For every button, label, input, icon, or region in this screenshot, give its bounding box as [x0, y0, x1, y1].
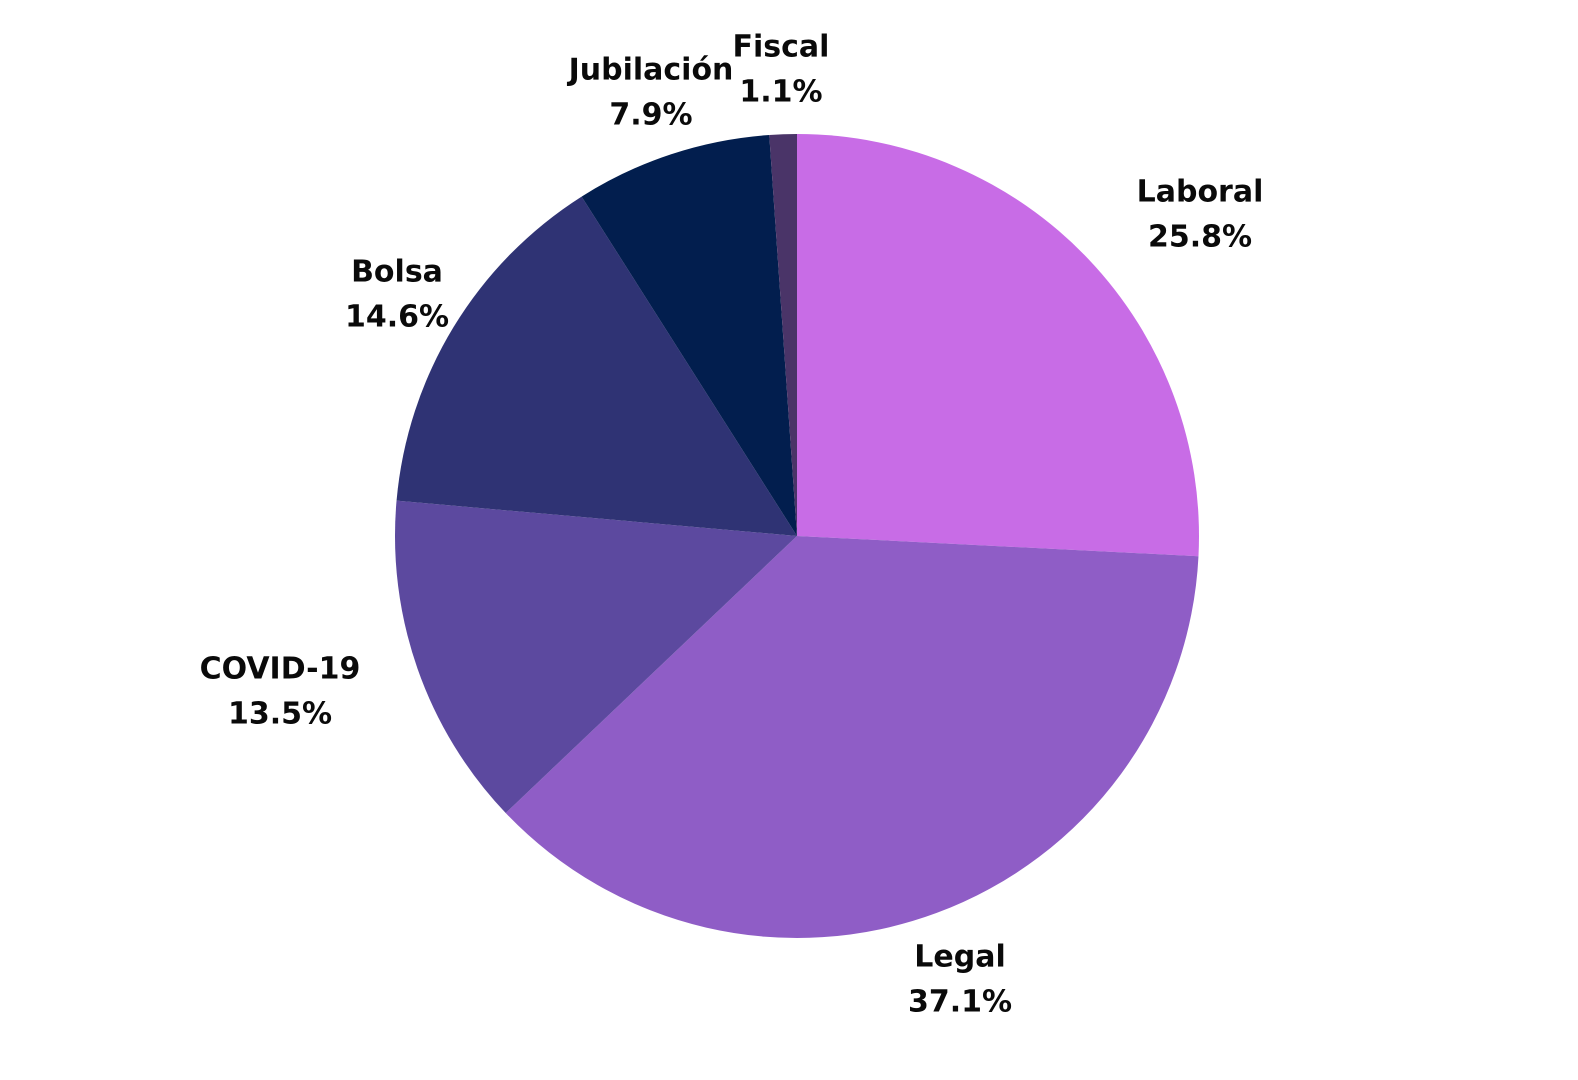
- slice-label-legal: Legal: [914, 940, 1005, 975]
- slice-value-bolsa: 14.6%: [345, 300, 449, 335]
- pie-slice-laboral: [797, 134, 1199, 557]
- slice-label-fiscal: Fiscal: [733, 30, 830, 65]
- slice-value-laboral: 25.8%: [1148, 220, 1252, 255]
- slice-label-jubilacion: Jubilación: [567, 53, 734, 88]
- pie-slice-legal: [505, 536, 1199, 938]
- pie-slice-fiscal: [769, 134, 797, 536]
- slice-value-fiscal: 1.1%: [739, 75, 822, 110]
- pie-labels: Laboral 25.8% Legal 37.1% COVID-19 13.5% Bolsa…: [200, 30, 1264, 1020]
- slice-label-laboral: Laboral: [1137, 175, 1264, 210]
- slice-value-jubilacion: 7.9%: [609, 98, 692, 133]
- slice-label-bolsa: Bolsa: [351, 255, 443, 290]
- pie-slice-bolsa: [396, 196, 797, 536]
- slice-value-legal: 37.1%: [908, 985, 1012, 1020]
- pie-slice-jubilacion: [581, 134, 797, 536]
- slice-label-covid-19: COVID-19: [200, 652, 361, 687]
- pie-slice-covid-19: [394, 500, 797, 814]
- slice-value-covid-19: 13.5%: [228, 697, 332, 732]
- pie-slices: [394, 134, 1199, 938]
